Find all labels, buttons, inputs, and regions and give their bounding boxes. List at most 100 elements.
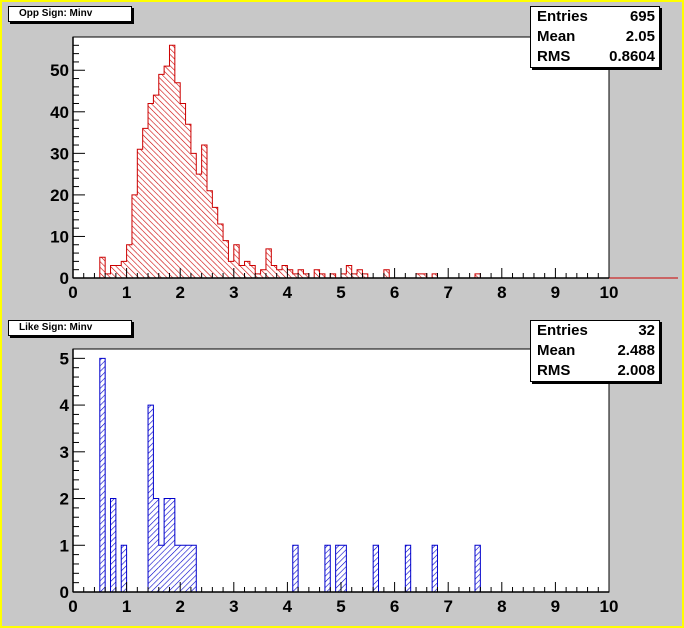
histogram-bar (217, 223, 224, 278)
histogram-bar (115, 265, 122, 278)
x-tick-label: 5 (336, 283, 345, 302)
histogram-bar (169, 498, 175, 592)
histogram-bar (228, 261, 234, 278)
histogram-bar (239, 265, 245, 278)
histogram-bar (233, 244, 240, 278)
x-tick-label: 4 (283, 283, 293, 302)
histogram-bar (416, 273, 422, 278)
histogram-bar (207, 190, 213, 278)
histogram-bar (148, 103, 154, 278)
y-tick-label: 3 (60, 443, 69, 462)
stat-row-entries: Entries 32 (531, 321, 659, 341)
histogram-bar (357, 269, 363, 278)
x-tick-label: 7 (443, 597, 452, 616)
y-tick-label: 4 (60, 396, 70, 415)
histogram-bar (190, 153, 197, 278)
y-tick-label: 10 (50, 227, 69, 246)
histogram-bar (292, 545, 299, 592)
histogram-bar (271, 265, 277, 278)
histogram-bar (99, 257, 106, 278)
histogram-bar (255, 273, 261, 278)
histogram-bar (383, 269, 390, 278)
histogram-bar (223, 240, 229, 278)
x-tick-label: 5 (336, 597, 345, 616)
histogram-bar (260, 269, 266, 278)
histogram-bar (298, 269, 304, 278)
histogram-bar (341, 273, 347, 278)
histogram-bar (126, 244, 132, 278)
x-tick-label: 10 (600, 283, 619, 302)
stat-row-mean: Mean 2.05 (531, 27, 659, 47)
histogram-bar (346, 265, 352, 278)
x-tick-label: 3 (229, 597, 238, 616)
x-tick-label: 9 (551, 283, 560, 302)
histogram-bar (180, 545, 186, 592)
stat-row-rms: RMS 0.8604 (531, 47, 659, 67)
stat-value: 695 (629, 8, 655, 25)
y-tick-label: 5 (60, 349, 69, 368)
histogram-bar (282, 265, 288, 278)
histogram-bar (153, 95, 159, 278)
histogram-bar (212, 207, 218, 278)
stat-value: 0.8604 (609, 48, 655, 65)
x-tick-label: 7 (443, 283, 452, 302)
histogram-bar (185, 545, 191, 592)
x-tick-label: 1 (122, 597, 131, 616)
histogram-bar (319, 273, 325, 278)
stat-label: RMS (537, 48, 571, 65)
histogram-bar (475, 273, 481, 278)
histogram-bar (276, 269, 283, 278)
histogram-bar (335, 545, 341, 592)
x-tick-label: 0 (68, 283, 77, 302)
histogram-bar (432, 273, 438, 278)
x-tick-label: 6 (390, 597, 399, 616)
y-tick-label: 0 (60, 583, 69, 602)
histogram-bar (185, 124, 191, 278)
histogram-bar (110, 265, 116, 278)
histogram-bar (174, 545, 181, 592)
y-tick-label: 0 (60, 269, 69, 288)
histogram-bar (292, 273, 299, 278)
histogram-bar (201, 145, 207, 278)
y-tick-label: 30 (50, 144, 69, 163)
histogram-bar (158, 545, 165, 592)
stat-value: 32 (638, 322, 655, 339)
like-sign-pad: 0 1 2 3 4 5 6 7 8 9 10 0 1 2 3 4 5 Like Sign: Minv Entri… (6, 318, 678, 624)
histogram-bar (303, 273, 309, 278)
x-tick-label: 9 (551, 597, 560, 616)
x-tick-label: 6 (390, 283, 399, 302)
histogram-bar (432, 545, 438, 592)
stat-label: RMS (537, 362, 571, 379)
y-tick-label: 1 (60, 536, 69, 555)
stat-value: 2.008 (617, 362, 655, 379)
histogram-bar (190, 545, 197, 592)
histogram-bar (265, 248, 272, 278)
histogram-bar (121, 545, 127, 592)
histogram-bar (137, 149, 143, 278)
histogram-bar (341, 545, 347, 592)
stat-label: Entries (537, 322, 588, 339)
histogram-bar (169, 45, 175, 278)
histogram-bar (180, 103, 186, 278)
stat-label: Mean (537, 342, 576, 359)
histogram-bar (196, 174, 202, 278)
histogram-bar (421, 273, 427, 278)
stat-row-mean: Mean 2.488 (531, 341, 659, 361)
y-tick-label: 20 (50, 186, 69, 205)
x-tick-label: 8 (497, 283, 506, 302)
histogram-bar (99, 358, 106, 592)
x-tick-label: 2 (175, 597, 184, 616)
histogram-bar (131, 194, 138, 278)
like-sign-title: Like Sign: Minv (8, 320, 132, 336)
x-tick-label: 1 (122, 283, 131, 302)
x-tick-label: 10 (600, 597, 619, 616)
histogram-bar (362, 273, 368, 278)
histogram-bar (351, 273, 358, 278)
like-sign-histogram: 0 1 2 3 4 5 6 7 8 9 10 0 1 2 3 4 5 (60, 348, 619, 616)
histogram-bar (249, 265, 256, 278)
histogram-bar (475, 545, 481, 592)
stat-row-entries: Entries 695 (531, 7, 659, 27)
y-tick-label: 40 (50, 103, 69, 122)
x-tick-label: 2 (175, 283, 184, 302)
stat-value: 2.488 (617, 342, 655, 359)
